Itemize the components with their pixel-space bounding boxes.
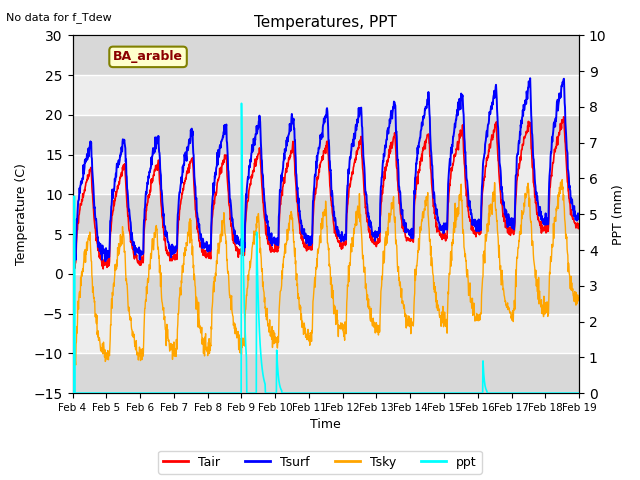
Y-axis label: Temperature (C): Temperature (C) [15, 163, 28, 265]
Text: No data for f_Tdew: No data for f_Tdew [6, 12, 112, 23]
Title: Temperatures, PPT: Temperatures, PPT [254, 15, 397, 30]
Bar [72, 234, 579, 274]
Legend: Tair, Tsurf, Tsky, ppt: Tair, Tsurf, Tsky, ppt [158, 451, 482, 474]
Bar [72, 155, 579, 194]
Y-axis label: PPT (mm): PPT (mm) [612, 184, 625, 245]
Text: BA_arable: BA_arable [113, 50, 183, 63]
Bar [72, 75, 579, 115]
X-axis label: Time: Time [310, 419, 341, 432]
Bar [72, 313, 579, 353]
